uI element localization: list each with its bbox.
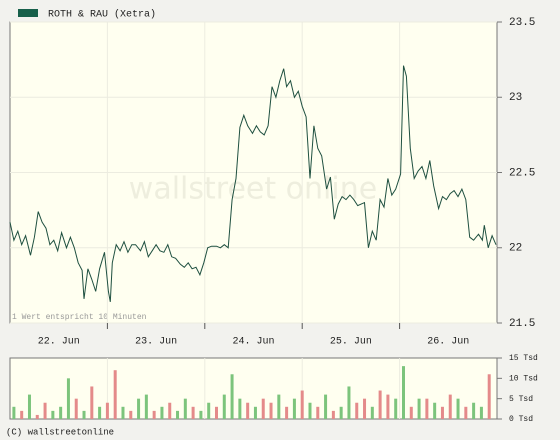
volume-bar xyxy=(66,378,70,419)
volume-bar xyxy=(378,390,382,419)
volume-bar xyxy=(285,406,289,419)
volume-bar xyxy=(472,402,476,419)
volume-bar xyxy=(370,406,374,419)
volume-bar xyxy=(160,406,164,419)
volume-bar xyxy=(12,406,16,419)
x-tick-label: 22. Jun xyxy=(38,337,80,348)
x-tick-label: 26. Jun xyxy=(427,337,469,348)
volume-bar xyxy=(448,394,452,419)
volume-bar xyxy=(464,406,468,419)
volume-bar xyxy=(183,398,187,419)
x-tick-label: 25. Jun xyxy=(330,337,372,348)
price-line xyxy=(9,65,497,302)
volume-bar xyxy=(59,406,63,419)
y-tick-label: 22.5 xyxy=(509,167,535,179)
volume-bar xyxy=(51,410,55,419)
volume-bar xyxy=(308,402,312,419)
volume-bar xyxy=(339,406,343,419)
volume-bar xyxy=(238,398,242,419)
y-tick-label: 23 xyxy=(509,92,522,104)
volume-bar xyxy=(479,406,483,419)
y-tick-label: 5 Tsd xyxy=(509,395,533,404)
volume-bar xyxy=(230,374,234,419)
volume-bar xyxy=(20,410,24,419)
volume-bar xyxy=(191,406,195,419)
volume-bar xyxy=(90,386,94,419)
volume-bar xyxy=(331,410,335,419)
volume-bar xyxy=(121,406,125,419)
volume-bar xyxy=(394,398,398,419)
volume-bar xyxy=(425,398,429,419)
volume-bar xyxy=(355,402,359,419)
volume-bar xyxy=(409,406,413,419)
volume-bar xyxy=(316,406,320,419)
volume-bar xyxy=(433,402,437,419)
volume-bar xyxy=(27,394,31,419)
volume-bar xyxy=(113,370,117,419)
volume-bar xyxy=(401,366,405,419)
volume-bar xyxy=(35,414,39,419)
y-tick-label: 21.5 xyxy=(509,318,535,330)
volume-bar xyxy=(246,402,250,419)
y-tick-label: 23.5 xyxy=(509,17,535,29)
volume-bar xyxy=(152,410,156,419)
volume-bar xyxy=(199,410,203,419)
volume-bar xyxy=(144,394,148,419)
volume-bar xyxy=(82,410,86,419)
y-tick-label: 15 Tsd xyxy=(509,354,538,363)
volume-bar xyxy=(168,402,172,419)
volume-bar xyxy=(417,398,421,419)
volume-bar xyxy=(137,398,141,419)
volume-bar xyxy=(74,398,78,419)
volume-bar xyxy=(214,406,218,419)
volume-area xyxy=(9,357,498,420)
volume-bar xyxy=(129,410,133,419)
footer: (C) wallstreetonline xyxy=(6,427,114,437)
watermark: wallstreet online xyxy=(129,172,377,207)
volume-bar xyxy=(324,394,328,419)
volume-bar xyxy=(386,394,390,419)
volume-bar xyxy=(277,394,281,419)
x-tick-label: 23. Jun xyxy=(135,337,177,348)
annotation: 1 Wert entspricht 10 Minuten xyxy=(12,313,147,322)
volume-bar xyxy=(98,406,102,419)
y-tick-label: 22 xyxy=(509,243,522,255)
y-tick-label: 0 Tsd xyxy=(509,415,533,424)
volume-bar xyxy=(440,406,444,419)
x-tick-label: 24. Jun xyxy=(232,337,274,348)
volume-bar xyxy=(176,410,180,419)
legend-label: ROTH & RAU (Xetra) xyxy=(48,9,156,21)
volume-bar xyxy=(456,398,460,419)
volume-bar xyxy=(347,386,351,419)
volume-bar xyxy=(269,402,273,419)
y-tick-label: 10 Tsd xyxy=(509,374,538,383)
volume-bar xyxy=(363,398,367,419)
volume-bar xyxy=(292,398,296,419)
volume-bar xyxy=(300,390,304,419)
volume-bar xyxy=(222,394,226,419)
volume-bar xyxy=(261,398,265,419)
legend-swatch xyxy=(18,9,38,17)
volume-bar xyxy=(207,402,211,419)
volume-bar xyxy=(487,374,491,419)
volume-bar xyxy=(253,406,257,419)
volume-bar xyxy=(105,402,109,419)
volume-bar xyxy=(43,402,47,419)
